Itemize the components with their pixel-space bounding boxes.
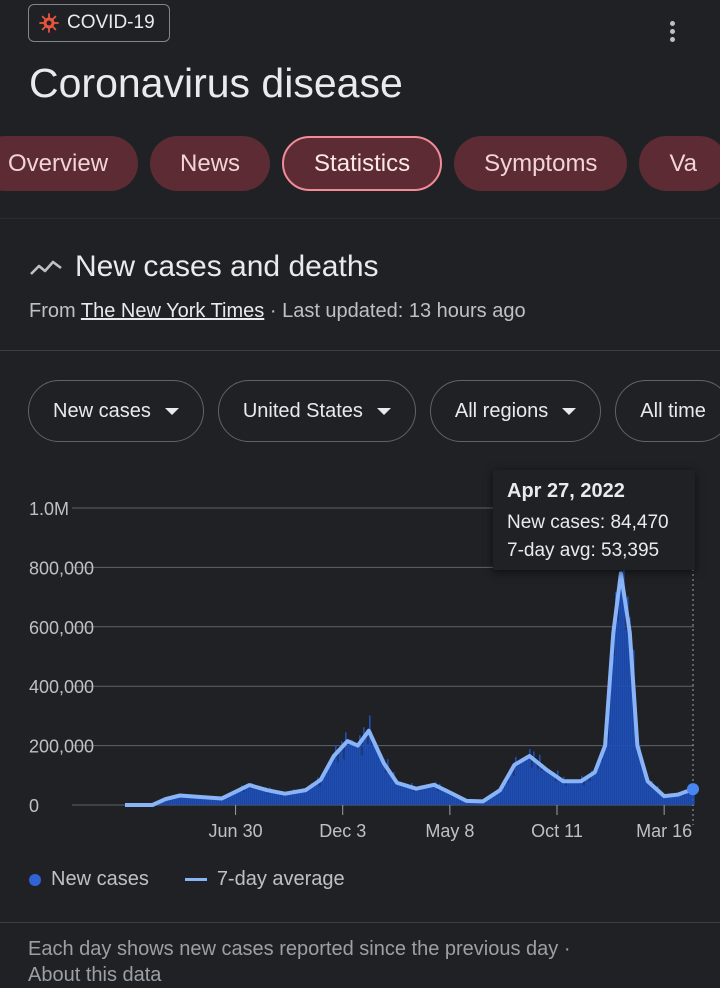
legend-new-cases-dot: [29, 874, 41, 886]
x-tick-label: Dec 3: [319, 821, 366, 841]
y-tick-label: 800,000: [29, 558, 94, 578]
metric-dropdown[interactable]: New cases: [28, 380, 204, 442]
tab-vaccines[interactable]: Va: [639, 136, 720, 191]
x-tick-label: May 8: [425, 821, 474, 841]
footnote: Each day shows new cases reported since …: [28, 936, 571, 988]
footnote-separator: ·: [564, 938, 571, 960]
source-prefix: From: [29, 300, 76, 322]
y-tick-label: 0: [29, 796, 39, 816]
metric-dropdown-label: New cases: [53, 400, 151, 423]
tooltip-7day-avg: 7-day avg: 53,395: [507, 537, 681, 565]
footnote-text: Each day shows new cases reported since …: [28, 938, 558, 960]
y-tick-label: 400,000: [29, 677, 94, 697]
dropdown-arrow-icon: [377, 408, 391, 415]
tooltip-date: Apr 27, 2022: [507, 480, 681, 503]
region-dropdown[interactable]: All regions: [430, 380, 601, 442]
card-title: New cases and deaths: [75, 250, 379, 284]
last-updated: · Last updated: 13 hours ago: [270, 300, 526, 322]
legend-7day-average: 7-day average: [217, 868, 345, 891]
divider: [0, 350, 720, 351]
more-options-icon[interactable]: [670, 21, 676, 45]
tab-overview[interactable]: Overview: [0, 136, 138, 191]
x-tick-label: Mar 16: [636, 821, 692, 841]
tab-symptoms[interactable]: Symptoms: [454, 136, 627, 191]
topic-tabs: Overview News Statistics Symptoms Va: [0, 136, 720, 191]
source-link[interactable]: The New York Times: [81, 300, 264, 322]
divider: [0, 922, 720, 923]
tab-statistics[interactable]: Statistics: [282, 136, 442, 191]
card-header: New cases and deaths: [29, 250, 379, 284]
dropdown-arrow-icon: [165, 408, 179, 415]
x-tick-label: Oct 11: [531, 821, 583, 841]
country-dropdown[interactable]: United States: [218, 380, 416, 442]
y-tick-label: 200,000: [29, 737, 94, 757]
time-range-dropdown-label: All time: [640, 400, 706, 423]
time-range-dropdown[interactable]: All time: [615, 380, 720, 442]
y-tick-label: 600,000: [29, 618, 94, 638]
legend-average-line: [185, 878, 207, 881]
tab-news[interactable]: News: [150, 136, 270, 191]
divider: [0, 218, 720, 219]
topic-chip-label: COVID-19: [67, 12, 155, 34]
tooltip-new-cases: New cases: 84,470: [507, 509, 681, 537]
dropdown-arrow-icon: [562, 408, 576, 415]
hover-point: [687, 783, 699, 795]
page-title: Coronavirus disease: [29, 60, 403, 107]
source-line: From The New York Times · Last updated: …: [29, 300, 526, 323]
country-dropdown-label: United States: [243, 400, 363, 423]
topic-chip[interactable]: COVID-19: [28, 4, 170, 42]
chart-legend: New cases 7-day average: [29, 868, 345, 891]
region-dropdown-label: All regions: [455, 400, 548, 423]
legend-new-cases: New cases: [51, 868, 149, 891]
trending-icon: [29, 257, 63, 277]
x-tick-label: Jun 30: [209, 821, 263, 841]
chart-tooltip: Apr 27, 2022 New cases: 84,470 7-day avg…: [493, 470, 695, 570]
filter-row: New cases United States All regions All …: [28, 380, 720, 442]
virus-icon: [39, 13, 59, 33]
y-tick-label: 1.0M: [29, 499, 69, 519]
